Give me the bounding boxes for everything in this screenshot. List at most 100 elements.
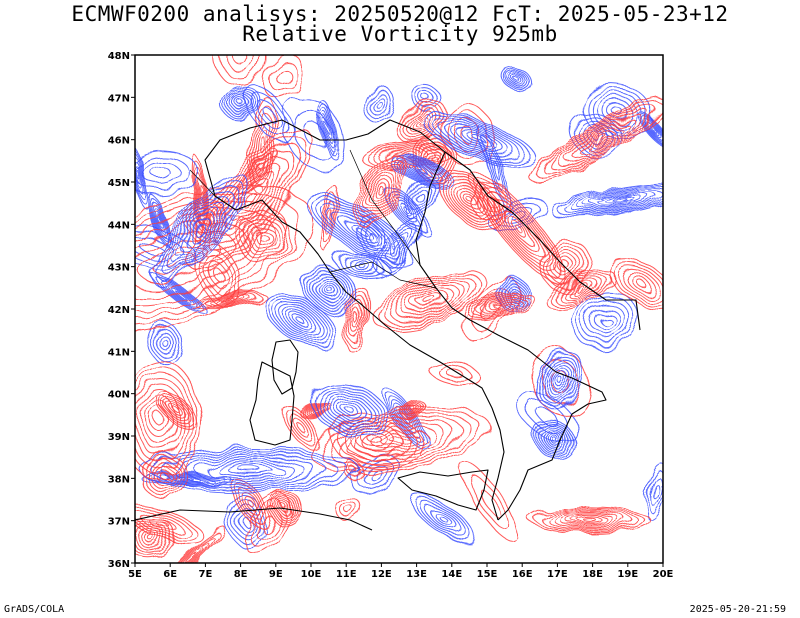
positive-vorticity-contour xyxy=(406,287,454,313)
positive-vorticity-contour xyxy=(135,207,274,313)
positive-vorticity-contour xyxy=(412,290,448,310)
lon-tick-label: 20E xyxy=(653,569,674,580)
positive-vorticity-contour xyxy=(514,224,526,236)
positive-vorticity-contour xyxy=(346,461,365,483)
negative-vorticity-contour xyxy=(354,226,366,234)
positive-vorticity-contour xyxy=(261,516,275,533)
negative-vorticity-contour xyxy=(538,423,572,457)
negative-vorticity-contour xyxy=(400,159,440,181)
negative-vorticity-contour xyxy=(151,166,171,180)
positive-vorticity-contour xyxy=(286,410,316,445)
positive-vorticity-contour xyxy=(612,261,663,306)
lat-tick-label: 48N xyxy=(108,51,130,62)
negative-vorticity-contour xyxy=(540,425,570,455)
positive-vorticity-contour xyxy=(220,55,260,79)
negative-vorticity-contour xyxy=(142,161,180,185)
lat-tick-label: 36N xyxy=(108,559,130,570)
negative-vorticity-contour xyxy=(165,190,235,270)
negative-vorticity-contour xyxy=(641,116,663,145)
positive-vorticity-contour xyxy=(170,404,183,416)
negative-vorticity-contour xyxy=(263,293,337,347)
negative-vorticity-contour xyxy=(347,257,375,272)
positive-vorticity-contour xyxy=(187,553,200,563)
negative-vorticity-contour xyxy=(312,274,348,306)
negative-vorticity-contour xyxy=(497,277,530,311)
lon-tick-label: 8E xyxy=(234,569,248,580)
negative-vorticity-contour xyxy=(267,295,333,345)
negative-vorticity-contour xyxy=(326,393,374,427)
positive-vorticity-contour xyxy=(355,422,445,458)
positive-vorticity-contour xyxy=(354,314,360,325)
positive-vorticity-contour xyxy=(226,55,254,72)
positive-vorticity-contour xyxy=(349,301,366,338)
positive-vorticity-contour xyxy=(337,416,463,464)
negative-vorticity-contour xyxy=(418,193,426,204)
positive-vorticity-contour xyxy=(381,432,419,448)
positive-vorticity-contour xyxy=(428,360,480,385)
lat-tick-label: 46N xyxy=(108,136,130,147)
positive-vorticity-contour xyxy=(135,517,175,559)
positive-vorticity-contour xyxy=(360,164,400,216)
positive-vorticity-contour xyxy=(481,298,517,314)
negative-vorticity-contour xyxy=(161,451,339,489)
lon-tick-label: 11E xyxy=(336,569,357,580)
negative-vorticity-contour xyxy=(546,431,564,449)
positive-vorticity-contour xyxy=(269,60,297,92)
positive-vorticity-contour xyxy=(329,411,422,470)
positive-vorticity-contour xyxy=(531,348,591,416)
negative-vorticity-contour xyxy=(409,164,431,176)
negative-vorticity-contour xyxy=(311,198,409,262)
longitude-axis: 5E 6E 7E 8E 9E 10E 11E 12E 13E 14E 15E 16E 17E 18E 19E… xyxy=(128,563,674,580)
negative-vorticity-contour xyxy=(156,332,174,354)
negative-vorticity-contour xyxy=(439,120,521,160)
positive-vorticity-contour xyxy=(255,509,281,540)
positive-vorticity-contour xyxy=(203,294,257,307)
negative-vorticity-contour xyxy=(229,93,254,114)
positive-vorticity-contour xyxy=(262,55,304,100)
lat-tick-label: 38N xyxy=(108,474,130,485)
positive-vorticity-contour xyxy=(157,469,172,484)
positive-vorticity-contour xyxy=(621,268,661,299)
negative-vorticity-contour xyxy=(590,308,620,333)
negative-vorticity-contour xyxy=(511,74,521,83)
positive-vorticity-contour xyxy=(135,215,261,305)
positive-vorticity-contour xyxy=(571,122,629,158)
negative-vorticity-contour xyxy=(227,465,273,475)
negative-vorticity-contour xyxy=(473,136,487,144)
positive-vorticity-contour xyxy=(305,404,326,416)
positive-vorticity-contour xyxy=(135,200,288,320)
lat-tick-label: 47N xyxy=(108,93,130,104)
negative-vorticity-contour xyxy=(578,188,662,212)
positive-vorticity-contour xyxy=(485,300,513,313)
negative-vorticity-contour xyxy=(185,212,215,248)
negative-vorticity-contour xyxy=(653,485,661,500)
negative-vorticity-contour xyxy=(445,123,515,157)
negative-vorticity-contour xyxy=(438,515,450,524)
positive-vorticity-contour xyxy=(310,406,490,474)
positive-vorticity-contour xyxy=(135,192,301,328)
positive-vorticity-contour xyxy=(258,232,268,242)
positive-vorticity-contour xyxy=(578,126,622,154)
positive-vorticity-contour xyxy=(548,245,584,285)
negative-vorticity-contour xyxy=(148,195,171,246)
positive-vorticity-contour xyxy=(529,97,663,183)
lon-tick-label: 16E xyxy=(512,569,533,580)
lat-tick-label: 39N xyxy=(108,432,130,443)
positive-vorticity-contour xyxy=(436,169,504,231)
positive-vorticity-contour xyxy=(276,498,297,520)
negative-vorticity-contour xyxy=(345,406,355,414)
negative-vorticity-contour xyxy=(537,354,583,406)
positive-vorticity-contour xyxy=(418,293,442,307)
negative-vorticity-contour xyxy=(362,85,395,123)
positive-vorticity-contour xyxy=(144,532,158,544)
negative-vorticity-contour xyxy=(235,507,256,535)
positive-vorticity-contour xyxy=(449,181,491,219)
positive-vorticity-contour xyxy=(541,238,591,293)
lon-tick-label: 6E xyxy=(163,569,177,580)
negative-vorticity-contour xyxy=(451,126,509,154)
negative-vorticity-contour xyxy=(310,382,390,438)
negative-vorticity-contour xyxy=(170,196,230,264)
positive-vorticity-contour xyxy=(374,182,386,198)
negative-vorticity-contour xyxy=(414,87,437,108)
positive-vorticity-contour xyxy=(401,284,459,316)
